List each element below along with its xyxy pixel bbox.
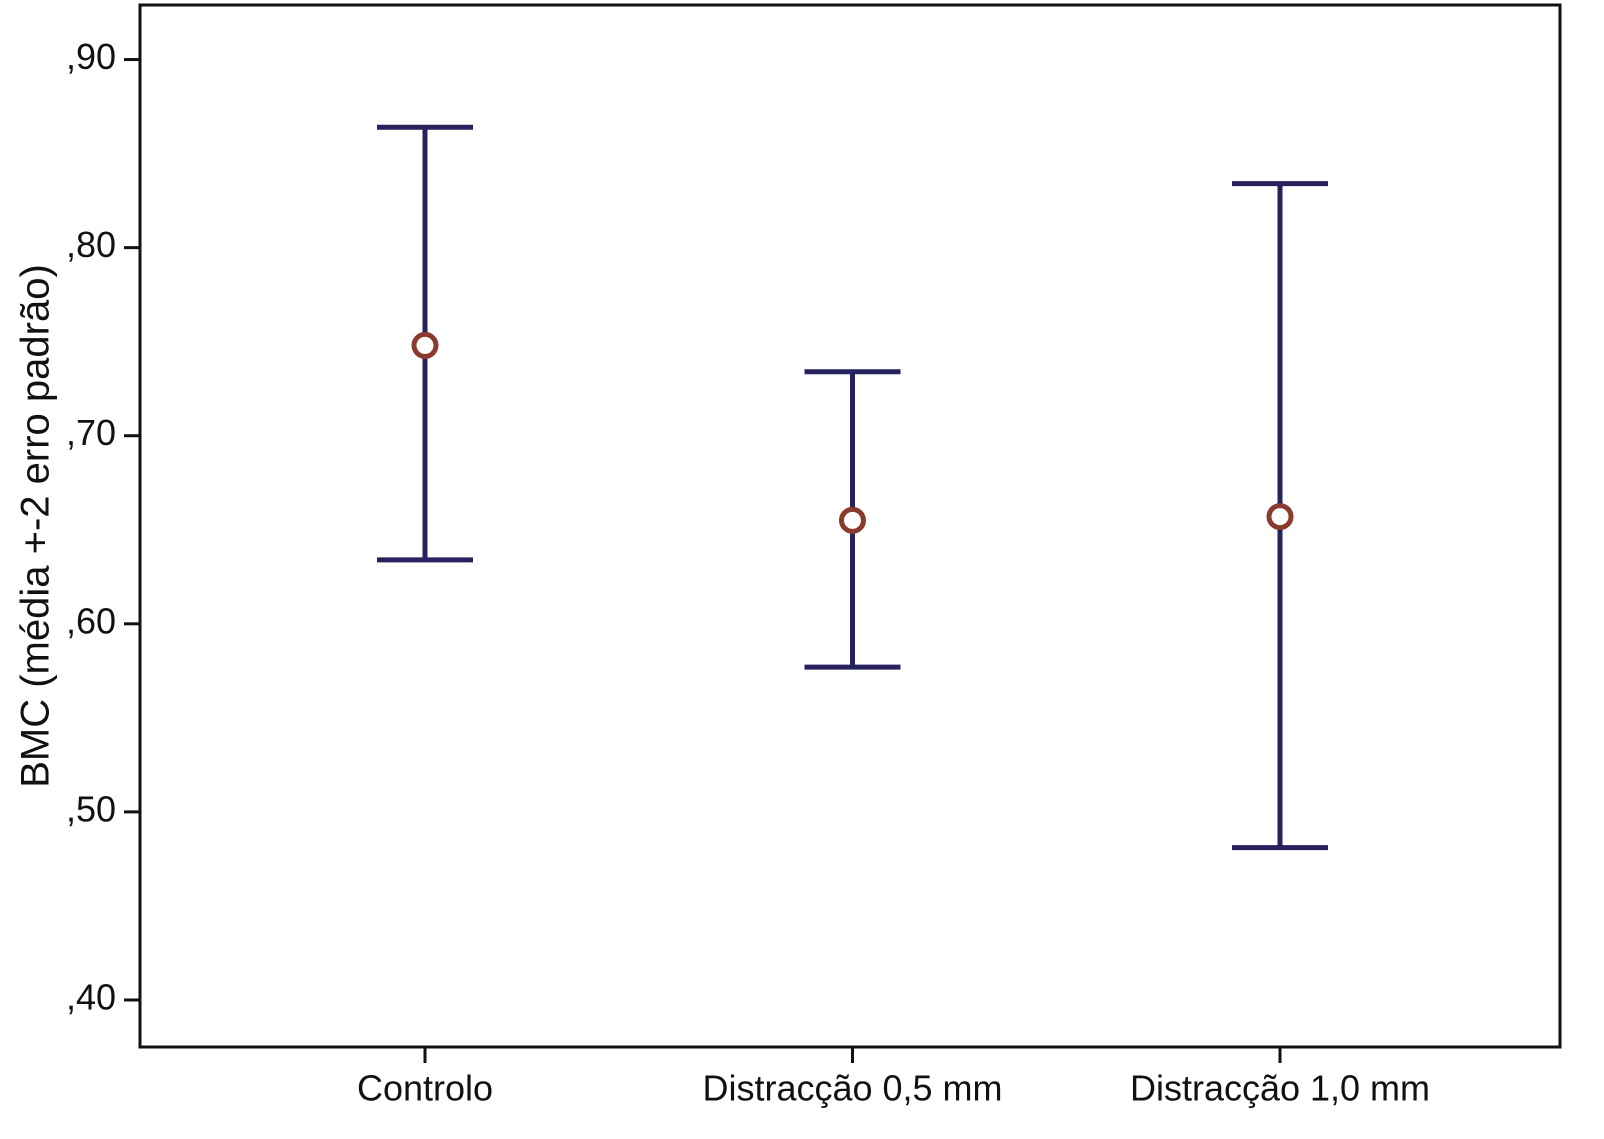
y-tick-label: ,40 <box>66 976 116 1017</box>
y-tick-label: ,60 <box>66 600 116 641</box>
mean-marker <box>411 331 439 359</box>
y-axis-title: BMC (média +-2 erro padrão) <box>14 264 58 788</box>
x-tick-label: Distracção 1,0 mm <box>1130 1068 1430 1109</box>
y-tick-label: ,90 <box>66 36 116 77</box>
x-tick-label: Controlo <box>357 1068 493 1109</box>
x-tick-label: Distracção 0,5 mm <box>702 1068 1002 1109</box>
y-tick-label: ,70 <box>66 412 116 453</box>
y-tick-label: ,80 <box>66 224 116 265</box>
mean-marker <box>839 506 866 534</box>
plot-frame <box>138 3 1562 1049</box>
mean-marker <box>1266 503 1294 531</box>
y-tick-label: ,50 <box>66 788 116 829</box>
